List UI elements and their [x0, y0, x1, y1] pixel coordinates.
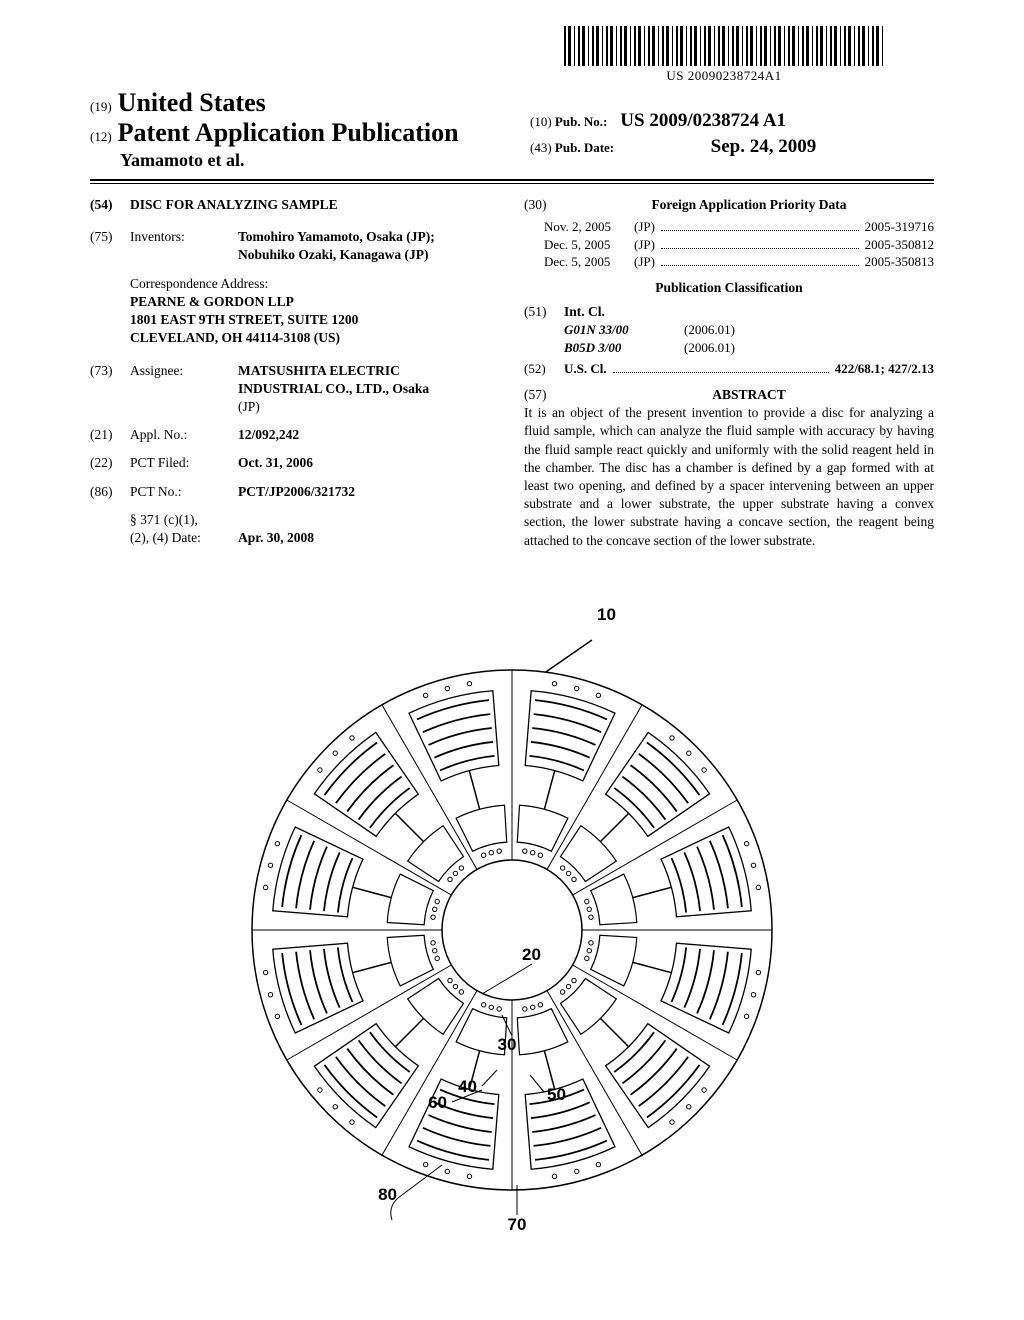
pctno-label: PCT No.:	[130, 483, 238, 501]
doc-type: Patent Application Publication	[118, 118, 459, 148]
svg-text:50: 50	[547, 1085, 566, 1104]
pctno-field: (86) PCT No.: PCT/JP2006/321732	[90, 483, 500, 501]
applno-label: Appl. No.:	[130, 426, 238, 444]
corr-line1: PEARNE & GORDON LLP	[130, 293, 500, 311]
s371-value: Apr. 30, 2008	[238, 529, 500, 547]
inventor-1: Tomohiro Yamamoto, Osaka (JP);	[238, 229, 435, 244]
inid-10: (10)	[530, 114, 552, 129]
applno-value: 12/092,242	[238, 426, 500, 444]
pctfiled-value: Oct. 31, 2006	[238, 454, 500, 472]
inid-51: (51)	[524, 303, 564, 356]
dots-icon	[661, 220, 859, 231]
pctfiled-field: (22) PCT Filed: Oct. 31, 2006	[90, 454, 500, 472]
pctfiled-label: PCT Filed:	[130, 454, 238, 472]
intcl-label: Int. Cl.	[564, 303, 934, 321]
svg-text:30: 30	[498, 1035, 517, 1054]
s371-field: § 371 (c)(1), (2), (4) Date: Apr. 30, 20…	[90, 511, 500, 547]
svg-text:60: 60	[428, 1093, 447, 1112]
priority-row: Dec. 5, 2005 (JP) 2005-350813	[544, 253, 934, 271]
pubno: US 2009/0238724 A1	[620, 110, 786, 131]
svg-text:70: 70	[508, 1215, 527, 1234]
pubdate: Sep. 24, 2009	[711, 136, 817, 157]
dots-icon	[613, 362, 829, 373]
inventors-value: Tomohiro Yamamoto, Osaka (JP); Nobuhiko …	[238, 228, 500, 264]
pctno-value: PCT/JP2006/321732	[238, 483, 500, 501]
priority-title: Foreign Application Priority Data	[564, 196, 934, 214]
patent-page: US 20090238724A1 (19) United States (12)…	[0, 0, 1024, 1320]
dots-icon	[661, 255, 859, 266]
applno-field: (21) Appl. No.: 12/092,242	[90, 426, 500, 444]
abstract-text: It is an object of the present invention…	[524, 404, 934, 550]
assignee-value: MATSUSHITA ELECTRIC INDUSTRIAL CO., LTD.…	[238, 362, 500, 417]
corr-line2: 1801 EAST 9TH STREET, SUITE 1200	[130, 311, 500, 329]
svg-text:20: 20	[522, 945, 541, 964]
right-column: (30) Foreign Application Priority Data N…	[524, 196, 934, 557]
correspondence: Correspondence Address: PEARNE & GORDON …	[130, 275, 500, 348]
inid-22: (22)	[90, 454, 130, 472]
title-field: (54) DISC FOR ANALYZING SAMPLE	[90, 196, 500, 214]
inid-75: (75)	[90, 228, 130, 264]
inid-30: (30)	[524, 196, 564, 214]
inid-86: (86)	[90, 483, 130, 501]
abstract-title: ABSTRACT	[564, 386, 934, 404]
dots-icon	[661, 238, 859, 249]
inid-52: (52)	[524, 360, 564, 378]
assignee-label: Assignee:	[130, 362, 238, 417]
inventors-field: (75) Inventors: Tomohiro Yamamoto, Osaka…	[90, 228, 500, 264]
assignee-field: (73) Assignee: MATSUSHITA ELECTRIC INDUS…	[90, 362, 500, 417]
intcl-row: G01N 33/00 (2006.01)	[564, 321, 934, 339]
pubdate-label: Pub. Date:	[555, 140, 614, 155]
disc-figure-svg: 1020304050607080	[212, 570, 812, 1250]
figure: 1020304050607080	[0, 570, 1024, 1255]
barcode-block: US 20090238724A1	[564, 26, 884, 84]
inventor-2: Nobuhiko Ozaki, Kanagawa (JP)	[238, 247, 429, 262]
inventors-label: Inventors:	[130, 228, 238, 264]
uscl-value: 422/68.1; 427/2.13	[835, 360, 934, 378]
invention-title: DISC FOR ANALYZING SAMPLE	[130, 196, 338, 214]
uscl-label: U.S. Cl.	[564, 360, 607, 378]
inid-12: (12)	[90, 129, 112, 145]
pubno-label: Pub. No.:	[555, 114, 607, 129]
priority-row: Dec. 5, 2005 (JP) 2005-350812	[544, 236, 934, 254]
left-column: (54) DISC FOR ANALYZING SAMPLE (75) Inve…	[90, 196, 500, 557]
priority-rows: Nov. 2, 2005 (JP) 2005-319716 Dec. 5, 20…	[524, 218, 934, 271]
corr-line3: CLEVELAND, OH 44114-3108 (US)	[130, 329, 500, 347]
inid-73: (73)	[90, 362, 130, 417]
svg-text:10: 10	[597, 605, 616, 624]
intcl-field: (51) Int. Cl. G01N 33/00 (2006.01) B05D …	[524, 303, 934, 356]
intcl-row: B05D 3/00 (2006.01)	[564, 339, 934, 357]
header-right: (10) Pub. No.: US 2009/0238724 A1 (43) P…	[530, 110, 816, 158]
inid-54: (54)	[90, 196, 130, 214]
rule-thin	[90, 183, 934, 184]
pub-class-title: Publication Classification	[524, 279, 934, 297]
country: United States	[118, 88, 266, 118]
uscl-field: (52) U.S. Cl. 422/68.1; 427/2.13	[524, 360, 934, 378]
svg-text:80: 80	[378, 1185, 397, 1204]
inid-19: (19)	[90, 99, 112, 115]
biblio-columns: (54) DISC FOR ANALYZING SAMPLE (75) Inve…	[90, 196, 934, 557]
rule-thick	[90, 179, 934, 181]
corr-label: Correspondence Address:	[130, 275, 500, 293]
barcode-icon	[564, 26, 884, 66]
s371-label: § 371 (c)(1), (2), (4) Date:	[130, 511, 238, 547]
inid-57: (57)	[524, 386, 564, 404]
barcode-number: US 20090238724A1	[564, 68, 884, 84]
priority-row: Nov. 2, 2005 (JP) 2005-319716	[544, 218, 934, 236]
inid-21: (21)	[90, 426, 130, 444]
inid-43: (43)	[530, 140, 552, 155]
header: (19) United States (12) Patent Applicati…	[90, 88, 934, 171]
